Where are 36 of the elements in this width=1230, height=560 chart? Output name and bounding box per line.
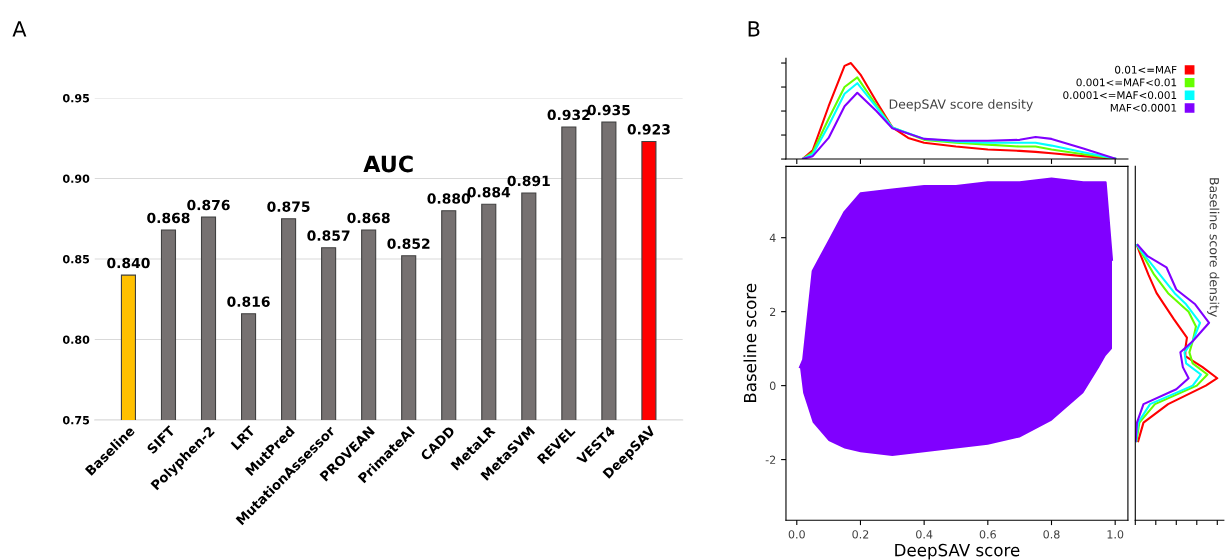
x-tick-label: 0.0	[788, 530, 805, 539]
text: B	[748, 21, 760, 37]
y-axis-title: Baseline score	[743, 283, 757, 403]
y-tick-label: 0.85	[62, 254, 90, 264]
y-tick-label: 0.95	[62, 93, 90, 103]
data-label: 0.840	[107, 257, 150, 269]
y-tick-label: 0.80	[62, 335, 90, 344]
data-label: 0.875	[267, 201, 310, 212]
annotation: Baseline score density	[1207, 178, 1220, 317]
y-tick-label: 0.75	[62, 415, 90, 425]
data-label: 0.852	[387, 238, 430, 249]
data-label: 0.868	[147, 212, 190, 224]
y-tick-label: 0.90	[62, 174, 90, 183]
legend-label: MAF<0.0001	[1110, 103, 1177, 112]
data-label: 0.816	[227, 296, 270, 307]
text: A	[12, 21, 27, 37]
x-tick-label: 0.2	[852, 530, 869, 539]
y-tick-label: -2	[765, 455, 776, 464]
x-tick-label: 0.8	[1043, 530, 1060, 539]
data-label: 0.923	[627, 124, 670, 135]
x-tick-label: 0.4	[916, 530, 933, 539]
legend-label: 0.01<=MAF	[1115, 65, 1177, 74]
x-axis-title: DeepSAV score	[895, 543, 1020, 560]
legend-label: 0.0001<=MAF<0.001	[1063, 91, 1177, 100]
data-label: 0.876	[187, 199, 230, 211]
data-label: 0.891	[507, 175, 550, 187]
data-label: 0.868	[347, 212, 390, 224]
annotation: DeepSAV score density	[889, 99, 1033, 112]
y-tick-label: 0	[769, 381, 776, 390]
x-tick-label: 0.6	[979, 530, 996, 539]
legend-label: 0.001<=MAF<0.01	[1076, 78, 1177, 87]
x-tick-label: 1.0	[1107, 530, 1124, 539]
text: AUC	[363, 155, 413, 173]
data-label: 0.857	[307, 230, 350, 241]
y-tick-label: 4	[769, 233, 776, 242]
y-tick-label: 2	[769, 307, 776, 316]
